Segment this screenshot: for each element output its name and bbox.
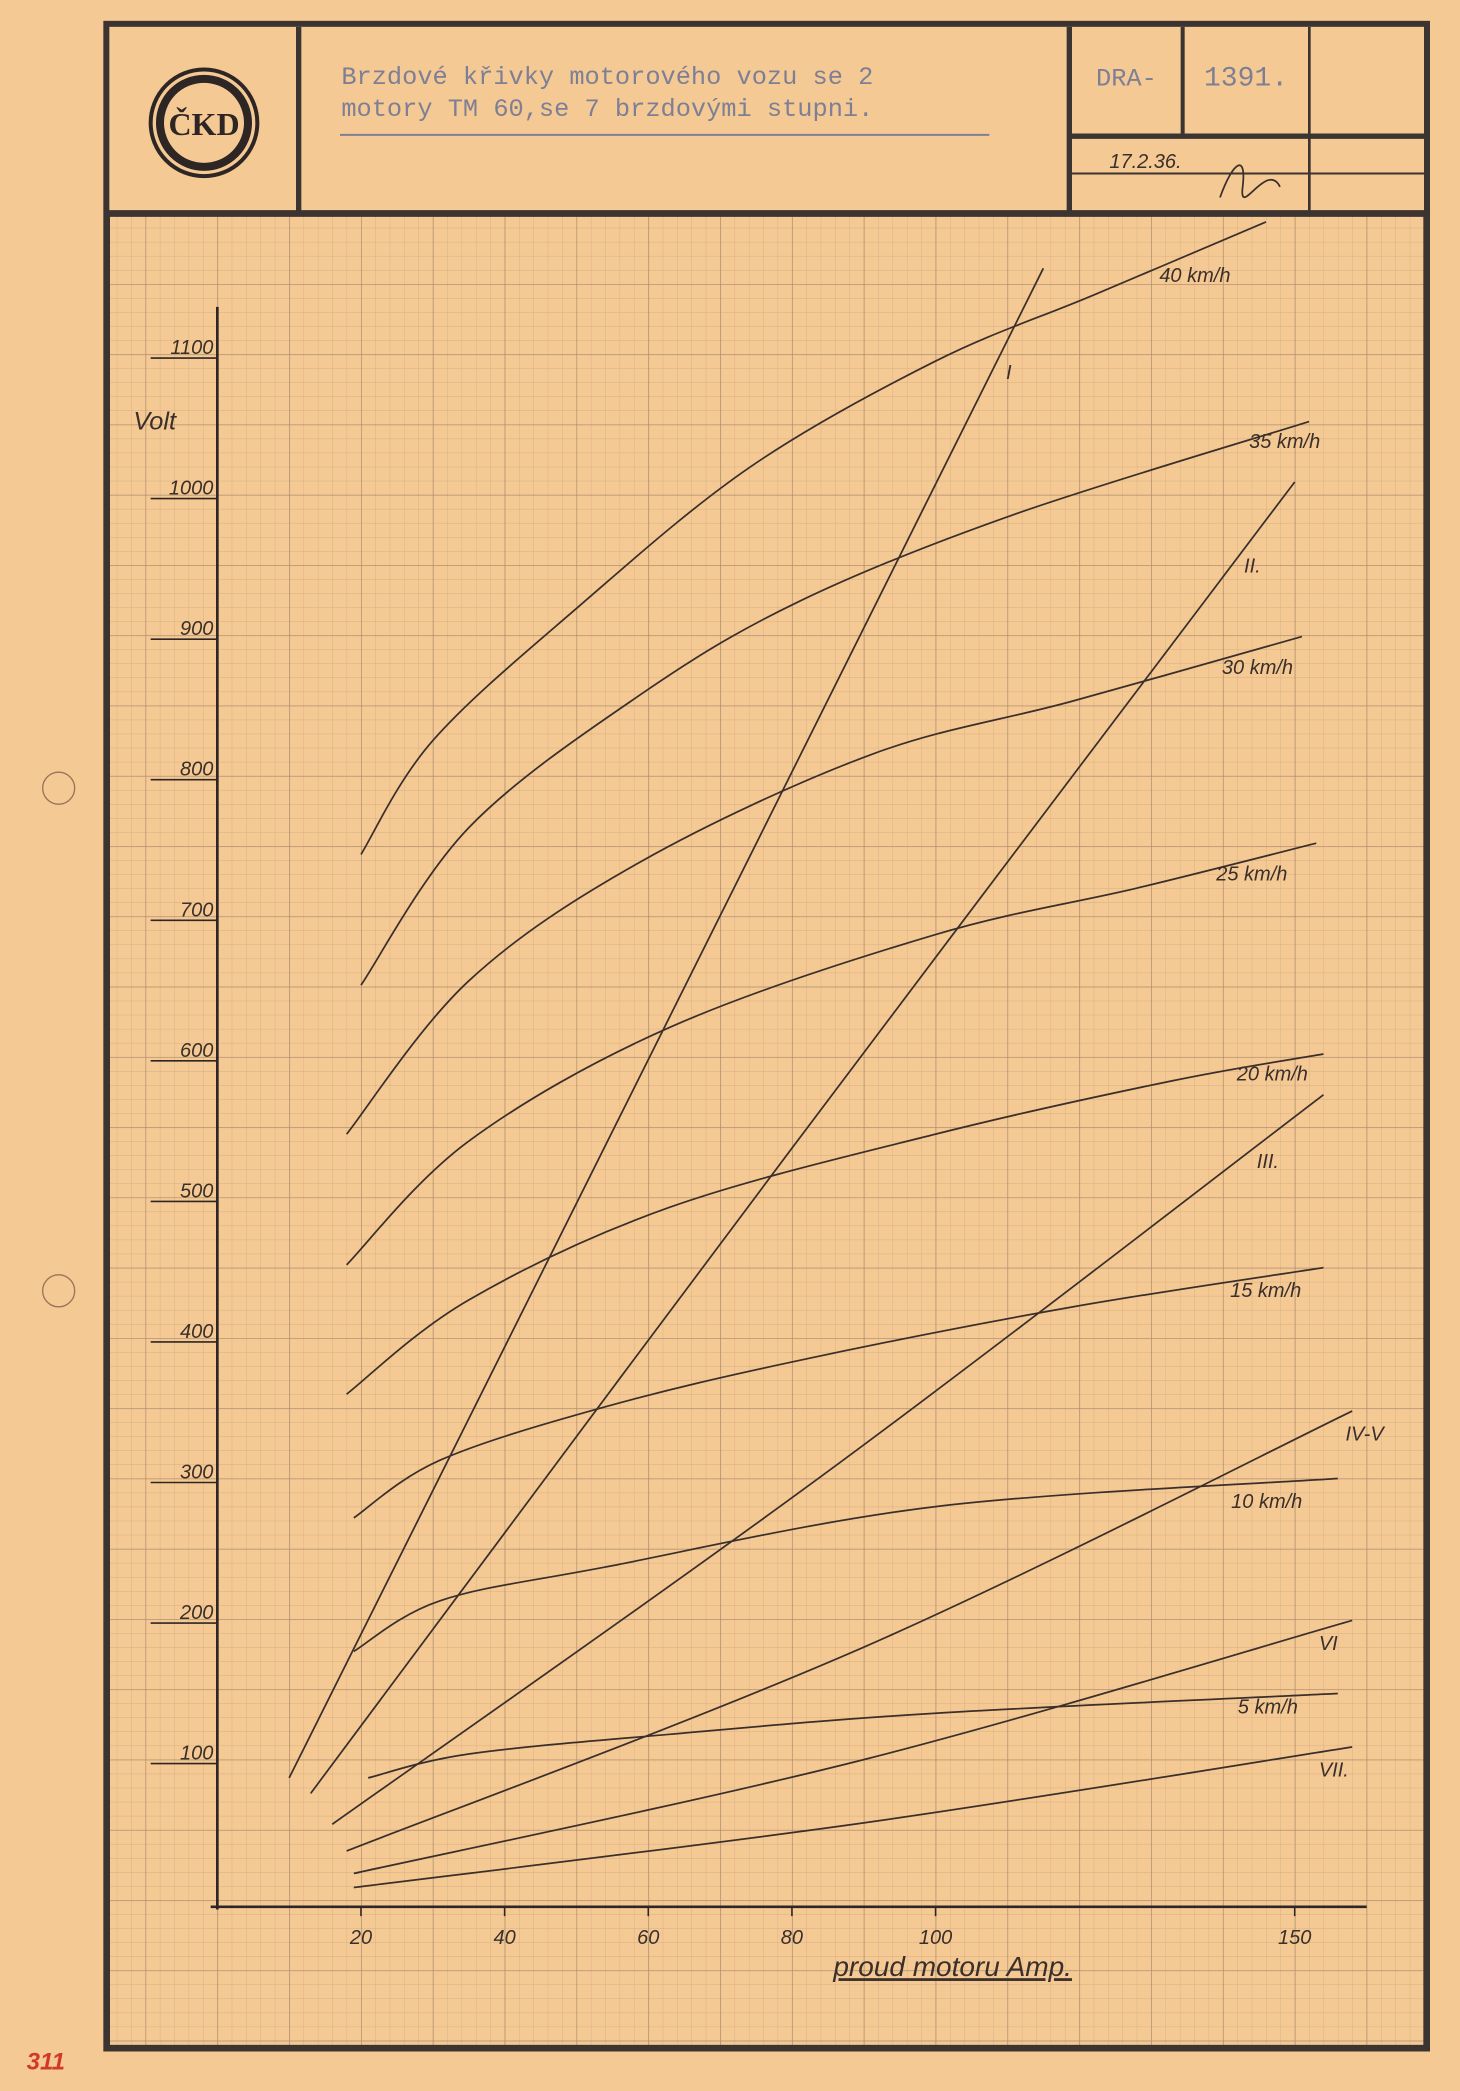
curve	[353, 1266, 1324, 1519]
y-tick-label: 400	[180, 1321, 213, 1343]
curve	[310, 481, 1296, 1794]
y-tick-label: 200	[179, 1602, 213, 1624]
sheet-number: 1391.	[1204, 64, 1288, 95]
curve-label: 15 km/h	[1230, 1280, 1301, 1302]
curve	[331, 1094, 1324, 1825]
curve-label: I	[1006, 362, 1012, 384]
curve-label: 5 km/h	[1238, 1697, 1298, 1719]
curve-label: VII.	[1319, 1759, 1349, 1781]
logo-ring	[148, 67, 260, 179]
curve-label: II.	[1244, 556, 1261, 578]
curve-label: 20 km/h	[1236, 1064, 1308, 1086]
y-tick-label: 600	[180, 1040, 213, 1062]
x-tick-label: 150	[1278, 1927, 1311, 1949]
title-block	[109, 26, 1424, 211]
date: 17.2.36.	[1109, 151, 1181, 173]
curve	[353, 1746, 1353, 1889]
y-tick-label: 1100	[170, 337, 213, 359]
curve-label: 10 km/h	[1231, 1491, 1302, 1513]
y-tick-label: 700	[180, 899, 213, 921]
curve-label: 40 km/h	[1159, 265, 1230, 287]
curve	[345, 635, 1303, 1135]
curve-label: 35 km/h	[1249, 431, 1320, 453]
y-tick-label: 900	[180, 618, 213, 640]
punch-mark	[42, 771, 76, 805]
margin-note: 311	[27, 2049, 65, 2076]
x-axis-label: proud motoru Amp.	[832, 1951, 1072, 1982]
y-tick-label: 1000	[169, 478, 213, 500]
x-tick-label: 60	[637, 1927, 659, 1949]
curve	[353, 1619, 1353, 1875]
y-tick-label: 300	[180, 1462, 213, 1484]
y-axis-label: Volt	[133, 408, 177, 436]
curve	[353, 1477, 1338, 1653]
curve-label: 30 km/h	[1222, 657, 1293, 679]
curve	[360, 420, 1310, 986]
x-tick-label: 100	[919, 1927, 952, 1949]
curve-label: III.	[1257, 1151, 1279, 1173]
title-line: Brzdové křivky motorového vozu se 2	[341, 63, 873, 92]
title-line: motory TM 60,se 7 brzdovými stupni.	[341, 95, 873, 124]
curve	[360, 221, 1267, 855]
punch-mark	[42, 1274, 76, 1308]
curve	[346, 842, 1317, 1266]
curve	[367, 1692, 1338, 1779]
y-tick-label: 100	[180, 1743, 213, 1765]
curve	[346, 1053, 1324, 1395]
logo-ring	[156, 74, 252, 171]
y-tick-label: 500	[180, 1180, 213, 1202]
x-tick-label: 40	[494, 1927, 516, 1949]
curve	[288, 267, 1045, 1779]
y-tick-label: 800	[180, 759, 213, 781]
curve-label: 25 km/h	[1215, 864, 1287, 886]
curve-label: VI	[1319, 1633, 1338, 1655]
frame	[103, 20, 1430, 2052]
x-tick-label: 20	[349, 1927, 372, 1949]
paper-grid-major	[106, 213, 1425, 2047]
signature	[1219, 164, 1281, 199]
curve-label: IV-V	[1346, 1423, 1386, 1445]
curve	[346, 1410, 1353, 1852]
drawing-number: DRA-	[1096, 65, 1157, 94]
x-tick-label: 80	[781, 1927, 803, 1949]
logo: ČKD	[168, 106, 239, 142]
